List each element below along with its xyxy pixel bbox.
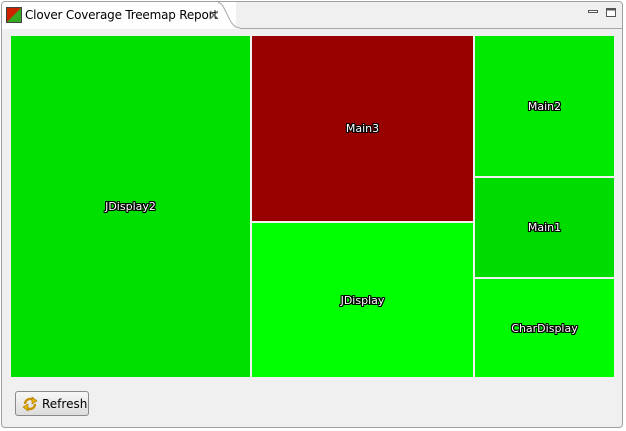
treemap-cell[interactable]: Main1	[475, 178, 614, 277]
maximize-icon[interactable]	[605, 7, 617, 18]
treemap-cell-label: Main1	[527, 221, 562, 234]
treemap-cell-label: JDisplay	[340, 293, 385, 307]
treemap-cell[interactable]: CharDisplay	[475, 279, 614, 377]
view-tab[interactable]: Clover Coverage Treemap Report	[2, 2, 236, 29]
close-x-icon[interactable]	[209, 10, 219, 20]
refresh-label: Refresh	[42, 396, 88, 411]
refresh-icon	[22, 395, 38, 412]
treemap-cell[interactable]: JDisplay	[252, 223, 473, 377]
treemap-cell[interactable]: Main3	[252, 36, 473, 221]
minimize-icon[interactable]	[587, 7, 599, 18]
clover-icon	[6, 7, 22, 23]
view-tab-bar: Clover Coverage Treemap Report	[2, 2, 622, 29]
treemap-cell[interactable]: Main2	[475, 36, 614, 176]
tab-curve-decoration	[218, 2, 240, 29]
view-title: Clover Coverage Treemap Report	[25, 8, 218, 22]
treemap-canvas: JDisplay2 Main3 JDisplay Main2 Main1 Cha…	[11, 36, 614, 379]
refresh-button[interactable]: Refresh	[15, 391, 89, 416]
treemap-cell[interactable]: JDisplay2	[11, 36, 250, 377]
treemap-cell-label: Main3	[345, 122, 380, 135]
treemap-cell-label: CharDisplay	[511, 321, 578, 335]
treemap-cell-label: JDisplay2	[105, 200, 156, 213]
treemap-cell-label: Main2	[527, 99, 562, 113]
